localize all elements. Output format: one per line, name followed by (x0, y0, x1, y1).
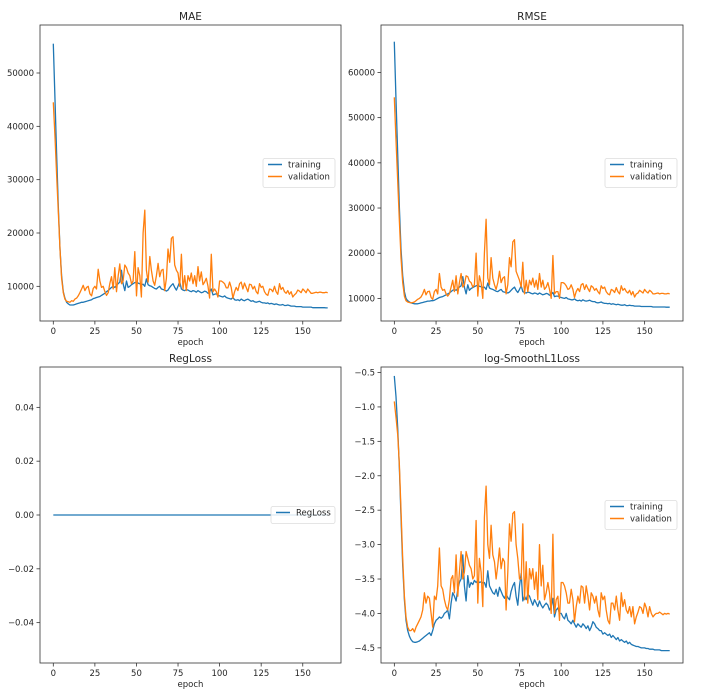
x-axis-label: epoch (519, 338, 545, 348)
series-line-training (393, 375, 670, 652)
legend-label-validation: validation (288, 173, 330, 183)
legend: training validation (262, 158, 336, 188)
x-tick-label: 75 (514, 669, 525, 679)
subplot-regloss: RegLoss 0 25 50 75 100 125 150 epoch −0.04 −0.02 0.… (8, 353, 342, 690)
x-tick-label: 125 (595, 669, 611, 679)
x-tick-label: 25 (431, 669, 442, 679)
y-tick-label: −0.02 (8, 565, 34, 575)
subplot-log-smoothl1loss: log-SmoothL1Loss 0 25 50 75 100 125 150 epoch −4.… (354, 353, 684, 690)
x-tick-label: 125 (253, 669, 269, 679)
y-tick-label: −2.0 (354, 472, 375, 482)
y-tick-label: 10000 (348, 294, 375, 304)
y-tick-label: −4.5 (354, 644, 375, 654)
y-tick-label: 10000 (7, 282, 34, 292)
x-tick-label: 125 (595, 327, 611, 337)
series-line-training (393, 41, 670, 308)
series-line-validation (393, 97, 670, 304)
legend-label-regloss: RegLoss (296, 509, 331, 519)
x-axis-label: epoch (178, 680, 204, 690)
y-tick-label: 50000 (7, 69, 34, 79)
legend-label-training: training (288, 161, 321, 171)
legend-label-validation: validation (630, 173, 672, 183)
legend: training validation (604, 500, 678, 530)
chart-title: RMSE (517, 11, 547, 23)
x-tick-label: 100 (553, 669, 569, 679)
y-tick-label: 60000 (348, 68, 375, 78)
series-line-training (52, 43, 328, 309)
subplot-mae: MAE 0 25 50 75 100 125 150 epoch 10000 20000 30000 4… (7, 11, 342, 348)
legend: RegLoss (270, 506, 336, 524)
y-tick-label: −2.5 (354, 506, 375, 516)
y-tick-label: −4.0 (354, 609, 375, 619)
x-tick-label: 150 (295, 327, 311, 337)
x-tick-label: 0 (51, 669, 56, 679)
plot-frame (380, 366, 684, 664)
x-tick-label: 25 (431, 327, 442, 337)
plot-frame (39, 24, 342, 322)
x-tick-label: 125 (253, 327, 269, 337)
chart-title: RegLoss (169, 353, 212, 365)
x-tick-label: 75 (514, 327, 525, 337)
x-tick-label: 0 (392, 327, 397, 337)
y-tick-label: −0.5 (354, 369, 375, 379)
x-tick-label: 100 (553, 327, 569, 337)
plot-frame (380, 24, 684, 322)
y-tick-label: 40000 (348, 159, 375, 169)
x-tick-label: 25 (89, 669, 100, 679)
x-tick-label: 25 (89, 327, 100, 337)
x-tick-label: 100 (211, 327, 227, 337)
legend-label-training: training (630, 503, 663, 513)
legend-box (604, 158, 678, 188)
legend-box (604, 500, 678, 530)
y-tick-label: 30000 (7, 176, 34, 186)
y-tick-label: 40000 (7, 122, 34, 132)
legend-label-validation: validation (630, 515, 672, 525)
y-tick-label: −1.5 (354, 437, 375, 447)
x-axis-label: epoch (519, 680, 545, 690)
x-tick-label: 150 (637, 327, 653, 337)
x-tick-label: 0 (392, 669, 397, 679)
x-tick-label: 50 (472, 669, 483, 679)
x-tick-label: 100 (211, 669, 227, 679)
y-tick-label: 0.00 (15, 511, 34, 521)
y-tick-label: 20000 (7, 229, 34, 239)
y-tick-label: −0.04 (8, 619, 34, 629)
subplot-rmse: RMSE 0 25 50 75 100 125 150 epoch 10000 20000 30000… (348, 11, 684, 348)
chart-title: MAE (179, 11, 202, 23)
x-tick-label: 150 (295, 669, 311, 679)
x-axis-label: epoch (178, 338, 204, 348)
x-tick-label: 150 (637, 669, 653, 679)
legend-box (270, 506, 336, 524)
x-tick-label: 75 (173, 669, 184, 679)
y-tick-label: 0.02 (15, 457, 34, 467)
y-tick-label: −1.0 (354, 403, 375, 413)
y-tick-label: −3.0 (354, 541, 375, 551)
x-tick-label: 50 (131, 669, 142, 679)
chart-title: log-SmoothL1Loss (484, 353, 580, 365)
series-line-validation (393, 401, 670, 633)
legend: training validation (604, 158, 678, 188)
x-tick-label: 50 (131, 327, 142, 337)
y-tick-label: −3.5 (354, 575, 375, 585)
series-line-validation (52, 102, 328, 303)
x-tick-label: 0 (51, 327, 56, 337)
x-tick-label: 75 (173, 327, 184, 337)
y-tick-label: 0.04 (15, 403, 34, 413)
x-tick-label: 50 (472, 327, 483, 337)
y-tick-label: 50000 (348, 114, 375, 124)
y-tick-label: 30000 (348, 204, 375, 214)
y-tick-label: 20000 (348, 249, 375, 259)
legend-box (262, 158, 336, 188)
legend-label-training: training (630, 161, 663, 171)
